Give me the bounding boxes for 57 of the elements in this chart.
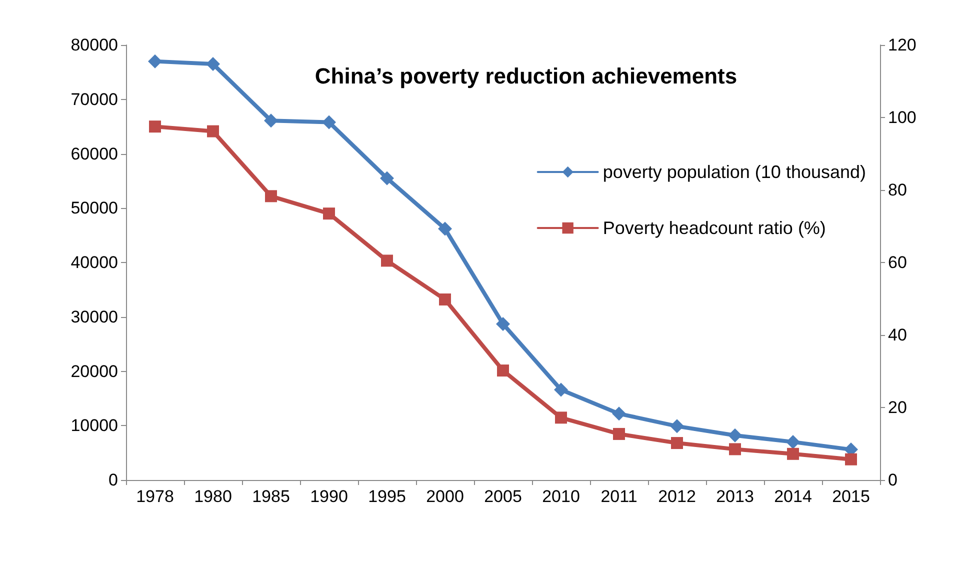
point [381,254,393,267]
y2-tick-label: 20 [888,398,907,417]
y2-tick-label: 0 [888,470,898,490]
x-tick-label: 1990 [310,487,348,506]
point [786,434,800,449]
point [380,171,394,186]
x-tick-label: 2010 [542,487,580,506]
point [613,428,625,440]
point [264,114,278,128]
y-tick-label: 30000 [70,307,118,326]
point [149,120,161,133]
point [207,125,219,138]
y2-tick-label: 40 [888,326,907,344]
point [438,222,452,236]
x-tick-label: 2000 [426,487,464,506]
point [671,437,683,450]
y2-tick-label: 120 [888,36,916,54]
x-tick-label: 2005 [484,487,522,506]
x-tick-label: 1978 [136,487,174,506]
x-tick-label: 2014 [774,487,812,506]
legend-label: poverty population (10 thousand) [602,162,866,182]
x-tick-label: 1980 [194,487,232,506]
y-tick-label: 40000 [70,253,118,272]
point [323,208,335,220]
y-tick-label: 20000 [70,362,118,381]
y2-tick-label: 80 [888,180,907,200]
x-tick-label: 2011 [600,487,638,506]
text: China’s poverty reduction achievements [314,64,738,88]
point [787,448,799,460]
point [497,364,509,377]
point [728,428,742,442]
y-tick-label: 60000 [70,144,118,164]
point [555,412,567,424]
point [322,115,336,130]
y-tick-label: 50000 [70,198,118,218]
point [148,54,162,68]
x-tick-label: 1985 [252,487,290,506]
y-tick-label: 80000 [70,36,118,54]
x-tick-label: 1995 [368,487,406,506]
point [670,419,684,434]
y-tick-label: 70000 [70,90,118,109]
x-tick-label: 2012 [658,487,696,506]
legend-label: Poverty headcount ratio (%) [602,218,826,238]
x-tick-label: 2015 [832,487,870,506]
y2-tick-label: 100 [888,108,916,127]
x-tick-label: 2013 [716,487,754,506]
point [439,293,451,306]
point [206,57,220,72]
point [729,443,741,456]
y-tick-label: 0 [108,470,118,490]
point [612,406,626,421]
point [265,190,277,202]
point [496,316,510,331]
point [554,382,568,397]
y-tick-label: 10000 [70,416,118,436]
y2-tick-label: 60 [888,253,907,272]
point [845,453,857,466]
